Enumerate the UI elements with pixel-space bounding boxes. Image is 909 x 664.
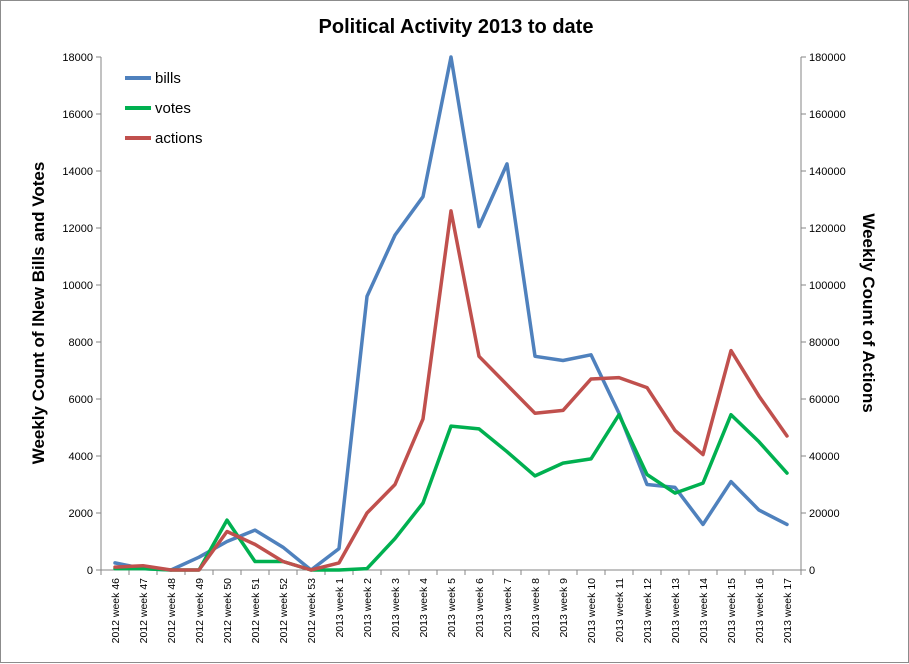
axes: 0 2000 4000 6000 8000 10000 12000 14000 16000 180… — [62, 52, 845, 643]
y-right-tick-label: 180000 — [809, 52, 846, 64]
x-tick-label: 2012 week 48 — [166, 578, 178, 644]
chart-title: Political Activity 2013 to date — [319, 16, 594, 38]
y-left-tick-label: 14000 — [62, 166, 93, 178]
y-right-tick-label: 80000 — [809, 337, 840, 349]
y-right-tick-label: 140000 — [809, 166, 846, 178]
y-axis-left-title: Weekly Count of lNew Bills and Votes — [29, 162, 48, 465]
y-left-tick-label: 10000 — [62, 280, 93, 292]
x-tick-label: 2013 week 17 — [782, 578, 794, 644]
x-tick-label: 2013 week 15 — [726, 578, 738, 644]
y-left-tick-label: 2000 — [69, 508, 93, 520]
y-left-tick-label: 16000 — [62, 109, 93, 121]
x-tick-label: 2013 week 6 — [474, 578, 486, 638]
series-line-bills — [113, 55, 789, 572]
legend: bills votes actions — [125, 70, 203, 147]
x-tick-label: 2012 week 52 — [278, 578, 290, 644]
y-left-tick-label: 4000 — [69, 451, 93, 463]
y-right-tick-label: 120000 — [809, 223, 846, 235]
x-tick-label: 2013 week 1 — [334, 578, 346, 638]
y-axis-right-title: Weekly Count of Actions — [859, 213, 878, 412]
y-left-tick-label: 12000 — [62, 223, 93, 235]
x-tick-label: 2013 week 4 — [418, 578, 430, 638]
x-tick-label: 2012 week 51 — [250, 578, 262, 644]
x-tick-label: 2012 week 53 — [306, 578, 318, 644]
y-right-tick-label: 0 — [809, 565, 815, 577]
x-tick-label: 2012 week 46 — [110, 578, 122, 644]
x-tick-label: 2013 week 5 — [446, 578, 458, 638]
series-line-votes — [113, 412, 789, 572]
x-tick-label: 2013 week 8 — [530, 578, 542, 638]
x-tick-label: 2013 week 14 — [698, 578, 710, 644]
y-left-tick-label: 18000 — [62, 52, 93, 64]
y-right-tick-label: 160000 — [809, 109, 846, 121]
x-tick-label: 2012 week 50 — [222, 578, 234, 644]
x-tick-label: 2013 week 16 — [754, 578, 766, 644]
y-left-tick-label: 6000 — [69, 394, 93, 406]
y-right-tick-label: 20000 — [809, 508, 840, 520]
legend-label-votes: votes — [155, 100, 191, 117]
legend-label-actions: actions — [155, 130, 203, 147]
x-tick-label: 2013 week 7 — [502, 578, 514, 638]
y-left-tick-label: 0 — [87, 565, 93, 577]
x-tick-label: 2013 week 11 — [614, 578, 626, 643]
series-layer — [113, 55, 789, 572]
y-right-tick-label: 40000 — [809, 451, 840, 463]
x-tick-label: 2013 week 2 — [362, 578, 374, 638]
x-tick-label: 2012 week 49 — [194, 578, 206, 644]
series-line-actions — [113, 209, 789, 572]
y-right-tick-label: 60000 — [809, 394, 840, 406]
y-right-tick-label: 100000 — [809, 280, 846, 292]
x-tick-label: 2013 week 10 — [586, 578, 598, 644]
x-tick-label: 2013 week 3 — [390, 578, 402, 638]
x-tick-label: 2012 week 47 — [138, 578, 150, 644]
x-tick-label: 2013 week 12 — [642, 578, 654, 644]
legend-label-bills: bills — [155, 70, 181, 87]
y-left-tick-label: 8000 — [69, 337, 93, 349]
x-tick-label: 2013 week 9 — [558, 578, 570, 638]
x-tick-label: 2013 week 13 — [670, 578, 682, 644]
